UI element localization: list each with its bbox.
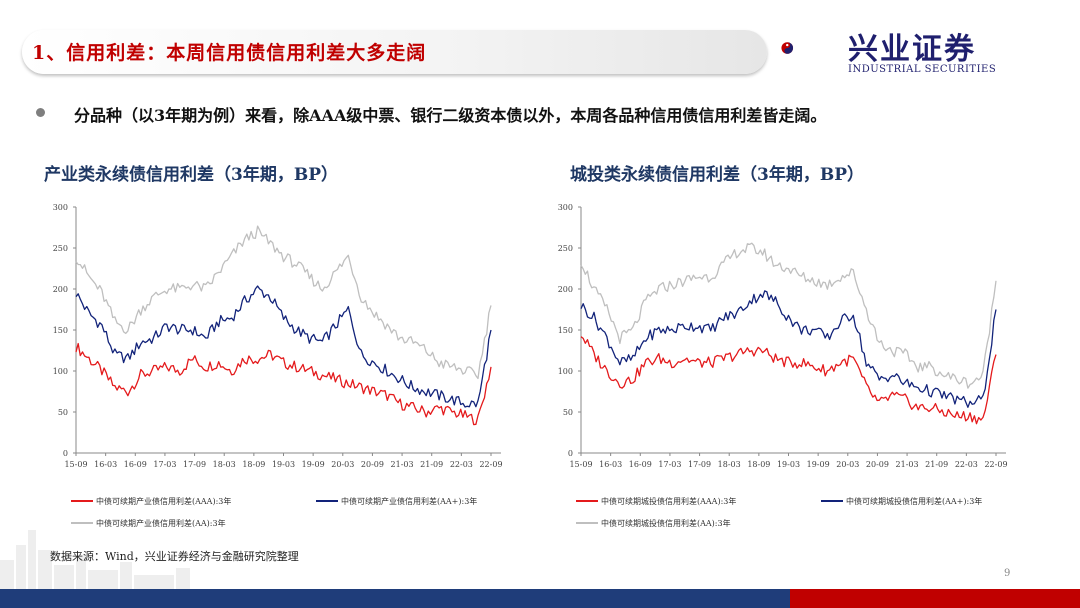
x-tick-label: 20-09 — [866, 460, 889, 469]
x-tick-label: 15-09 — [64, 460, 87, 469]
x-tick-label: 19-09 — [302, 460, 325, 469]
x-tick-label: 18-09 — [747, 460, 770, 469]
x-tick-label: 16-09 — [629, 460, 652, 469]
series-line-0 — [75, 342, 492, 426]
x-tick-label: 22-03 — [955, 460, 978, 469]
y-tick-label: 300 — [558, 203, 573, 212]
logo-chinese-name: 兴业证券 — [848, 32, 976, 67]
x-tick-label: 21-03 — [896, 460, 919, 469]
x-tick-label: 17-09 — [688, 460, 711, 469]
x-tick-label: 22-03 — [450, 460, 473, 469]
y-tick-label: 0 — [63, 449, 68, 458]
title-bar — [22, 30, 767, 74]
series-line-1 — [580, 290, 997, 408]
x-tick-label: 19-09 — [807, 460, 830, 469]
y-tick-label: 50 — [58, 408, 68, 417]
y-tick-label: 100 — [558, 367, 573, 376]
page-number: 9 — [1004, 568, 1011, 579]
chart-industrial-perpetual-spread: 0 50 100 150 200 250 300 15-09 16-03 16-09 17-03 17… — [53, 203, 503, 528]
footer-bar-blue — [0, 589, 790, 608]
x-tick-label: 22-09 — [984, 460, 1007, 469]
y-tick-label: 100 — [53, 367, 68, 376]
x-tick-label: 16-03 — [94, 460, 117, 469]
x-tick-label: 22-09 — [479, 460, 502, 469]
x-tick-label: 20-09 — [361, 460, 384, 469]
y-tick-label: 150 — [53, 326, 68, 335]
chart-title-urban: 城投类永续债信用利差（3年期，BP） — [570, 165, 864, 185]
x-tick-label: 17-03 — [153, 460, 176, 469]
series-line-1 — [75, 285, 492, 408]
series-line-2 — [580, 242, 997, 389]
y-tick-label: 200 — [558, 285, 573, 294]
y-tick-label: 300 — [53, 203, 68, 212]
legend-label: 中债可续期产业债信用利差(AA):3年 — [96, 518, 226, 528]
series-line-2 — [75, 225, 492, 380]
x-tick-label: 20-03 — [836, 460, 859, 469]
y-tick-label: 50 — [563, 408, 573, 417]
bullet-text: 分品种（以3年期为例）来看，除AAA级中票、银行二级资本债以外，本周各品种信用债… — [74, 106, 827, 125]
legend-label: 中债可续期产业债信用利差(AA+):3年 — [341, 496, 477, 506]
x-tick-label: 17-09 — [183, 460, 206, 469]
y-tick-label: 150 — [558, 326, 573, 335]
y-tick-label: 200 — [53, 285, 68, 294]
x-tick-label: 21-03 — [391, 460, 414, 469]
x-tick-label: 18-09 — [242, 460, 265, 469]
footer-bar-red — [790, 589, 1080, 608]
x-tick-label: 19-03 — [272, 460, 295, 469]
y-tick-label: 0 — [568, 449, 573, 458]
x-tick-label: 20-03 — [331, 460, 354, 469]
legend-label: 中债可续期城投债信用利差(AA+):3年 — [846, 496, 982, 506]
y-tick-label: 250 — [53, 244, 68, 253]
x-tick-label: 16-03 — [599, 460, 622, 469]
chart-urban-perpetual-spread: 0 50 100 150 200 250 300 15-09 16-03 16-09 17-03 17… — [558, 203, 1008, 528]
logo-english-name: INDUSTRIAL SECURITIES — [848, 64, 997, 75]
x-tick-label: 21-09 — [925, 460, 948, 469]
x-tick-label: 21-09 — [420, 460, 443, 469]
legend-label: 中债可续期城投债信用利差(AA):3年 — [601, 518, 731, 528]
x-tick-label: 17-03 — [658, 460, 681, 469]
series-line-0 — [580, 336, 997, 425]
x-tick-label: 16-09 — [124, 460, 147, 469]
x-tick-label: 18-03 — [718, 460, 741, 469]
company-logo-icon — [781, 42, 794, 54]
city-skyline-watermark-icon — [0, 530, 190, 589]
legend-label: 中债可续期城投债信用利差(AAA):3年 — [601, 496, 736, 506]
chart-title-industrial: 产业类永续债信用利差（3年期，BP） — [44, 165, 338, 185]
x-tick-label: 19-03 — [777, 460, 800, 469]
bullet-icon — [36, 108, 45, 117]
x-tick-label: 18-03 — [213, 460, 236, 469]
data-source-note: 数据来源：Wind，兴业证券经济与金融研究院整理 — [50, 550, 299, 563]
page-title: 1、信用利差：本周信用债信用利差大多走阔 — [32, 42, 427, 64]
legend-label: 中债可续期产业债信用利差(AAA):3年 — [96, 496, 231, 506]
y-tick-label: 250 — [558, 244, 573, 253]
x-tick-label: 15-09 — [569, 460, 592, 469]
